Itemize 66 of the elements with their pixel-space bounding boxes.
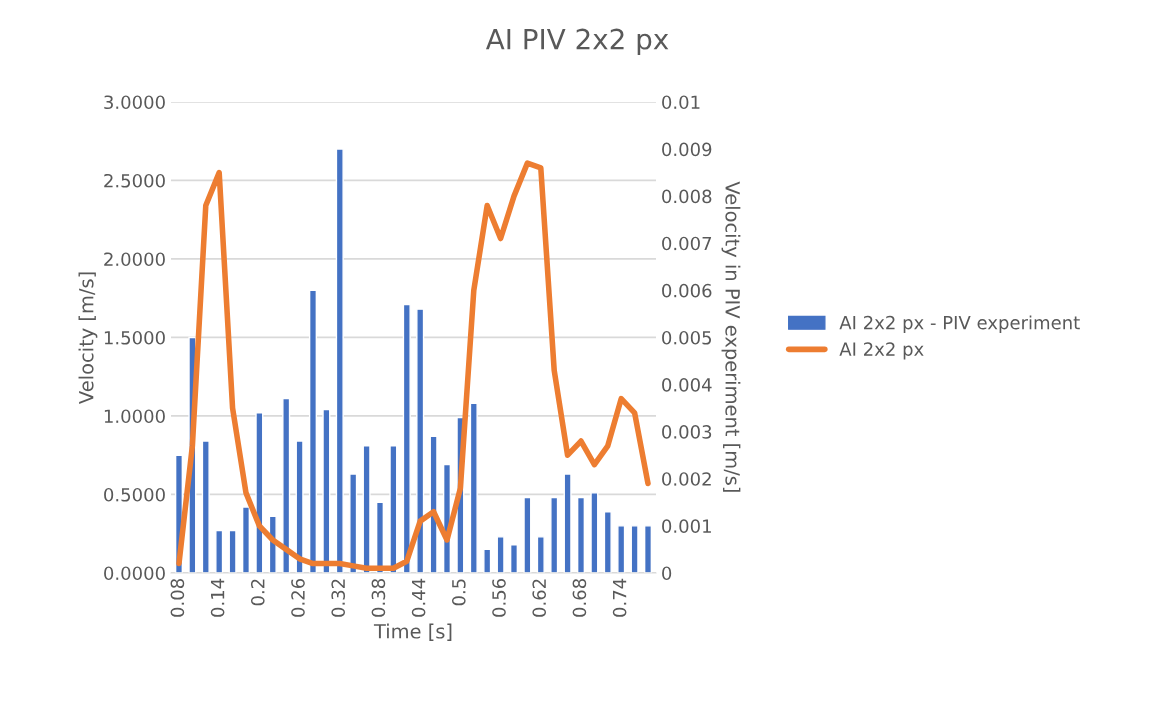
x-tick-label: 0.38 — [371, 579, 386, 617]
y2-tick-label: 0.001 — [662, 519, 711, 533]
bar — [563, 473, 572, 573]
bar — [295, 440, 304, 573]
chart-title: AI PIV 2x2 px — [485, 28, 669, 55]
x-tick-label: 0.68 — [572, 579, 587, 617]
x-tick-label: 0.2 — [250, 579, 265, 606]
bar — [282, 397, 291, 573]
bar — [496, 536, 505, 573]
bar — [228, 529, 237, 573]
y-tick-label: 1.5000 — [104, 330, 165, 345]
bar — [255, 412, 264, 573]
bar — [201, 440, 210, 573]
bar — [322, 408, 331, 573]
y2-tick-label: 0.01 — [662, 95, 700, 110]
y2-tick-label: 0.002 — [662, 472, 711, 486]
y2-tick-label: 0.008 — [662, 189, 712, 204]
y-tick-label: 2.0000 — [104, 252, 165, 267]
y2-tick-label: 0.009 — [662, 142, 712, 157]
x-tick-label: 0.56 — [492, 578, 506, 617]
bar — [550, 496, 559, 573]
bar — [469, 402, 478, 573]
bar — [523, 496, 532, 573]
x-tick-label: 0.32 — [331, 579, 346, 617]
y-tick-label: 0.0000 — [104, 566, 165, 581]
y2-tick-label: 0.005 — [662, 330, 712, 345]
y-tick-label: 0.5000 — [104, 487, 165, 502]
y2-tick-label: 0.003 — [662, 425, 712, 439]
x-tick-label: 0.44 — [411, 578, 426, 617]
y2-tick-label: 0.007 — [662, 236, 712, 251]
legend-label: AI 2x2 px — [839, 342, 924, 360]
y2-tick-label: 0 — [662, 566, 672, 581]
legend-label: AI 2x2 px - PIV experiment — [839, 315, 1080, 333]
y2-tick-label: 0.004 — [662, 378, 712, 392]
bar — [308, 289, 318, 573]
bar — [509, 543, 519, 573]
x-tick-label: 0.14 — [210, 578, 225, 617]
x-tick-label: 0.74 — [612, 578, 627, 617]
bar — [335, 148, 344, 573]
bar — [483, 548, 492, 573]
y-tick-label: 2.5000 — [104, 173, 165, 188]
bar — [617, 525, 626, 573]
bar — [429, 435, 438, 573]
bar — [349, 473, 358, 573]
bar — [576, 496, 586, 573]
bar — [362, 445, 371, 573]
bar — [215, 529, 224, 573]
bar — [630, 525, 639, 573]
x-tick-label: 0.26 — [291, 578, 305, 617]
x-tick-label: 0.62 — [532, 579, 547, 617]
bar — [603, 511, 612, 573]
x-axis-title: Time [s] — [373, 623, 452, 641]
y-axis-title: Velocity [m/s] — [78, 272, 98, 404]
y-tick-label: 3.0000 — [104, 95, 165, 110]
bar — [241, 506, 251, 573]
bar — [402, 303, 411, 573]
y-tick-label: 1.0000 — [104, 409, 165, 424]
y2-tick-label: 0.006 — [662, 283, 712, 298]
bar — [389, 445, 398, 573]
bar — [643, 525, 653, 573]
x-tick-label: 0.08 — [170, 579, 185, 617]
bar — [416, 308, 425, 573]
bar — [536, 536, 545, 573]
x-tick-label: 0.5 — [451, 579, 466, 606]
y2-axis-title: Velocity in PIV experiment [m/s] — [721, 181, 741, 492]
bar — [590, 492, 599, 573]
